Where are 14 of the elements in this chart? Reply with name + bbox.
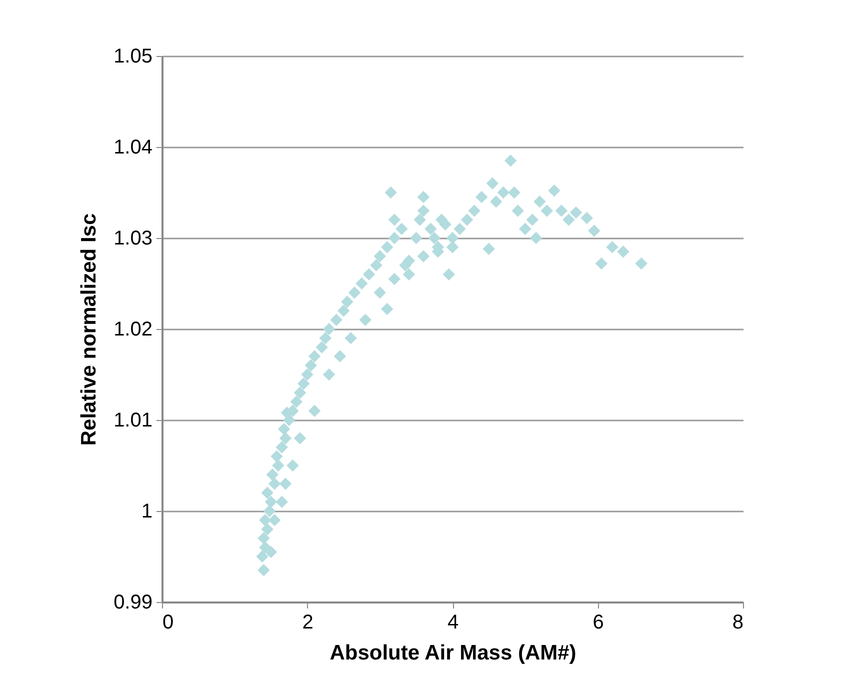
x-tick-label: 6 — [592, 612, 604, 634]
x-axis-title: Absolute Air Mass (AM#) — [330, 642, 576, 664]
y-tick-label: 1 — [141, 500, 152, 522]
y-tick-label: 0.99 — [114, 592, 152, 614]
y-tick-label: 1.03 — [114, 228, 152, 250]
x-tick-label: 2 — [302, 612, 314, 634]
y-tick-label: 1.04 — [114, 136, 152, 158]
y-tick-label: 1.02 — [114, 318, 152, 340]
x-tick-label: 0 — [162, 612, 174, 634]
x-tick-label: 8 — [732, 612, 744, 634]
x-tick-label: 4 — [447, 612, 459, 634]
y-tick-label: 1.05 — [114, 46, 152, 68]
y-axis-title: Relative normalized Isc — [78, 213, 101, 446]
y-tick-label: 1.01 — [114, 410, 152, 432]
